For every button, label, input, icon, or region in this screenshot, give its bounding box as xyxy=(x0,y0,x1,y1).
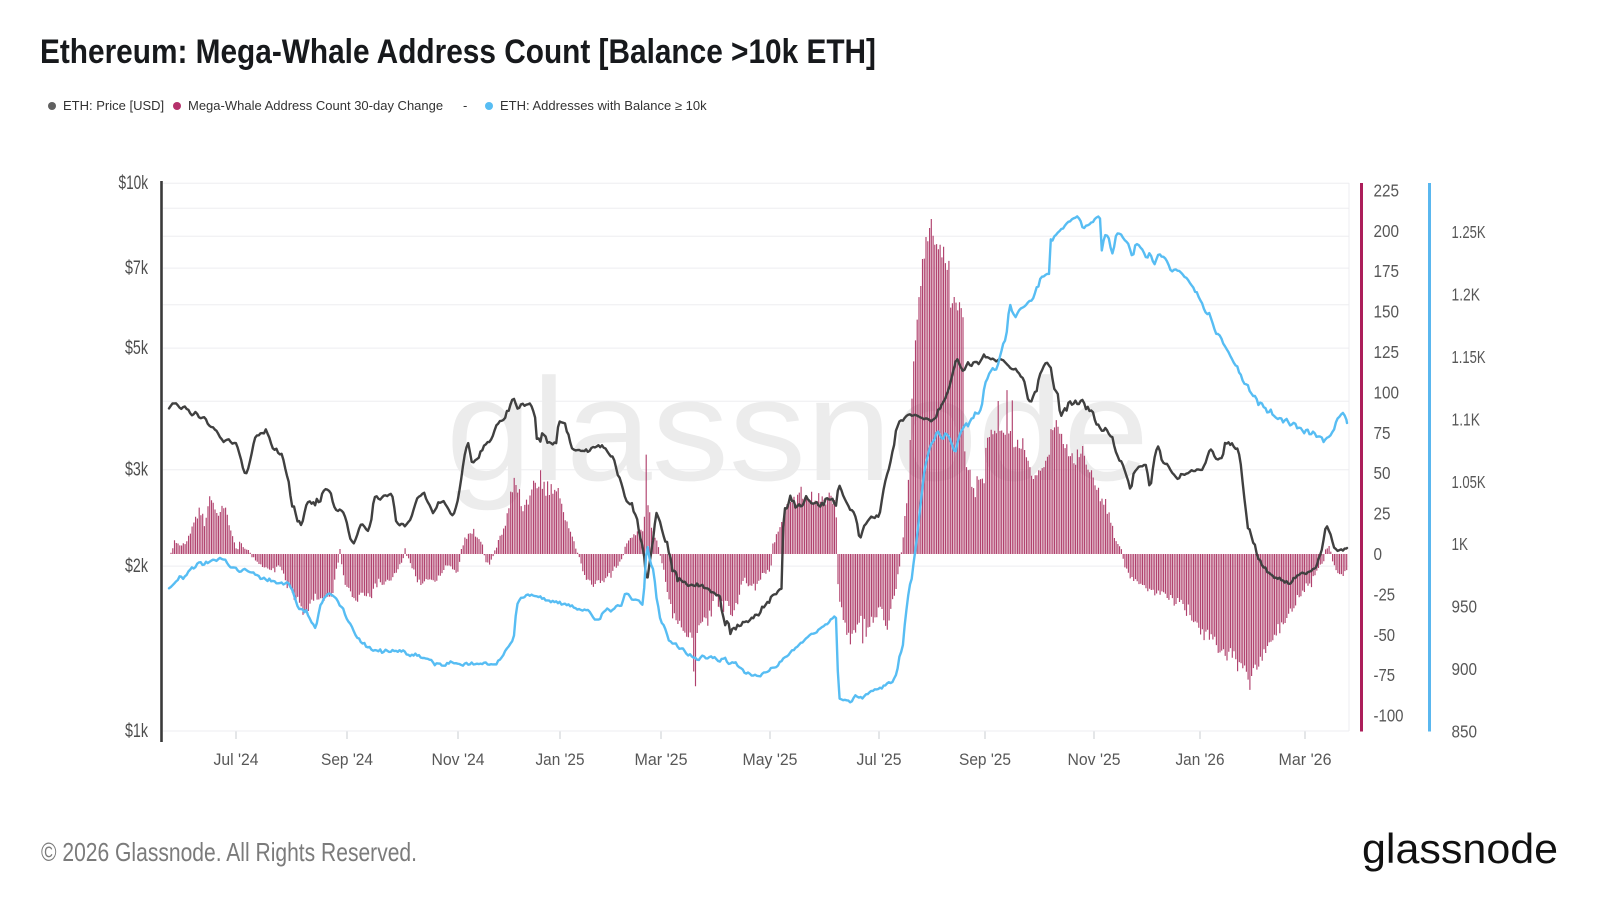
svg-text:225: 225 xyxy=(1374,180,1400,200)
svg-text:900: 900 xyxy=(1452,659,1478,679)
svg-text:Sep '25: Sep '25 xyxy=(959,750,1011,769)
svg-text:-25: -25 xyxy=(1374,584,1396,604)
svg-text:Nov '25: Nov '25 xyxy=(1068,750,1121,769)
svg-text:1.2K: 1.2K xyxy=(1452,285,1481,305)
svg-text:125: 125 xyxy=(1374,342,1400,362)
svg-text:-75: -75 xyxy=(1374,665,1396,685)
svg-text:1K: 1K xyxy=(1452,534,1469,554)
svg-text:Jul '24: Jul '24 xyxy=(214,750,259,769)
svg-text:Jan '25: Jan '25 xyxy=(536,750,585,769)
svg-text:1.05K: 1.05K xyxy=(1452,472,1486,492)
svg-text:$1k: $1k xyxy=(125,721,148,742)
svg-text:100: 100 xyxy=(1374,382,1400,402)
svg-text:$2k: $2k xyxy=(125,556,148,577)
svg-text:Mar '26: Mar '26 xyxy=(1279,750,1332,769)
svg-text:May '25: May '25 xyxy=(743,750,798,769)
svg-text:1.25K: 1.25K xyxy=(1452,222,1486,242)
svg-text:200: 200 xyxy=(1374,221,1400,241)
svg-text:25: 25 xyxy=(1374,504,1391,524)
svg-text:0: 0 xyxy=(1374,544,1383,564)
svg-text:Nov '24: Nov '24 xyxy=(432,750,485,769)
svg-text:50: 50 xyxy=(1374,463,1391,483)
svg-text:950: 950 xyxy=(1452,597,1478,617)
svg-text:$5k: $5k xyxy=(125,338,148,359)
svg-text:850: 850 xyxy=(1452,721,1478,741)
svg-text:Sep '24: Sep '24 xyxy=(321,750,373,769)
svg-text:75: 75 xyxy=(1374,423,1391,443)
svg-text:-50: -50 xyxy=(1374,625,1396,645)
svg-text:1.15K: 1.15K xyxy=(1452,347,1486,367)
svg-text:$10k: $10k xyxy=(119,173,149,194)
svg-text:1.1K: 1.1K xyxy=(1452,409,1481,429)
svg-text:Jul '25: Jul '25 xyxy=(857,750,902,769)
svg-text:$3k: $3k xyxy=(125,460,148,481)
svg-text:$7k: $7k xyxy=(125,258,148,279)
svg-text:175: 175 xyxy=(1374,261,1400,281)
svg-text:150: 150 xyxy=(1374,302,1400,322)
svg-text:-100: -100 xyxy=(1374,706,1404,726)
svg-text:Mar '25: Mar '25 xyxy=(635,750,688,769)
svg-text:Jan '26: Jan '26 xyxy=(1176,750,1225,769)
